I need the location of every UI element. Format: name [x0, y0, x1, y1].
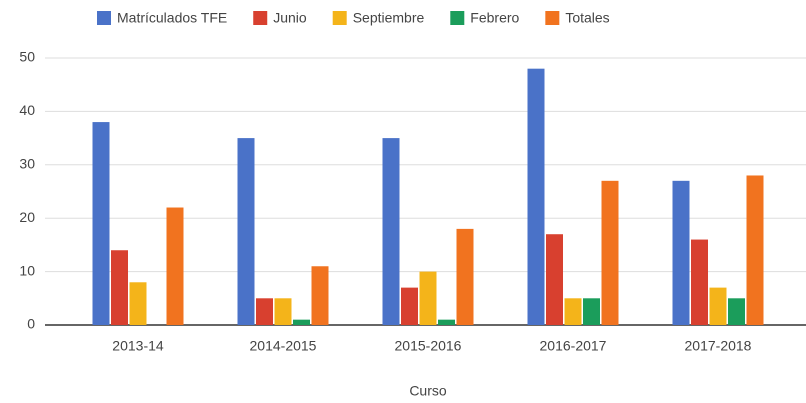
legend-swatch — [97, 11, 111, 25]
bar — [419, 271, 437, 325]
legend-swatch — [332, 11, 347, 25]
bar — [129, 282, 147, 325]
y-tick-label: 0 — [27, 316, 35, 332]
legend-swatch — [450, 11, 465, 25]
legend-label: Junio — [273, 10, 307, 26]
bar — [672, 180, 690, 325]
bar — [382, 138, 400, 325]
y-tick-label: 10 — [19, 262, 35, 278]
bar — [401, 287, 418, 325]
bar — [691, 239, 708, 325]
bar — [728, 298, 745, 325]
legend-swatch — [545, 11, 560, 25]
bar — [111, 250, 128, 325]
y-tick-label: 20 — [19, 209, 35, 225]
bar — [237, 138, 255, 325]
x-tick-label: 2016-2017 — [540, 338, 607, 354]
bar — [746, 175, 764, 325]
x-tick-label: 2015-2016 — [395, 338, 462, 354]
bar — [438, 319, 455, 325]
bar — [546, 234, 563, 325]
bar — [166, 207, 184, 325]
x-tick-label: 2013-14 — [112, 338, 164, 354]
bar — [274, 298, 292, 325]
legend-swatch — [253, 11, 268, 25]
bar — [601, 180, 619, 325]
x-axis-title: Curso — [409, 383, 447, 399]
y-tick-label: 30 — [19, 156, 35, 172]
y-tick-label: 50 — [19, 49, 35, 65]
legend-label: Septiembre — [353, 10, 425, 26]
bar — [456, 228, 474, 325]
bar — [293, 319, 310, 325]
legend-label: Totales — [565, 10, 609, 26]
legend-label: Febrero — [470, 10, 519, 26]
x-tick-label: 2014-2015 — [250, 338, 317, 354]
bar — [92, 122, 110, 325]
bar — [564, 298, 582, 325]
bar — [311, 266, 329, 325]
bar — [709, 287, 727, 325]
legend-label: Matrículados TFE — [117, 10, 227, 26]
bar — [256, 298, 273, 325]
bar — [527, 68, 545, 326]
x-tick-label: 2017-2018 — [685, 338, 752, 354]
y-tick-label: 40 — [19, 102, 35, 118]
bar — [583, 298, 600, 325]
